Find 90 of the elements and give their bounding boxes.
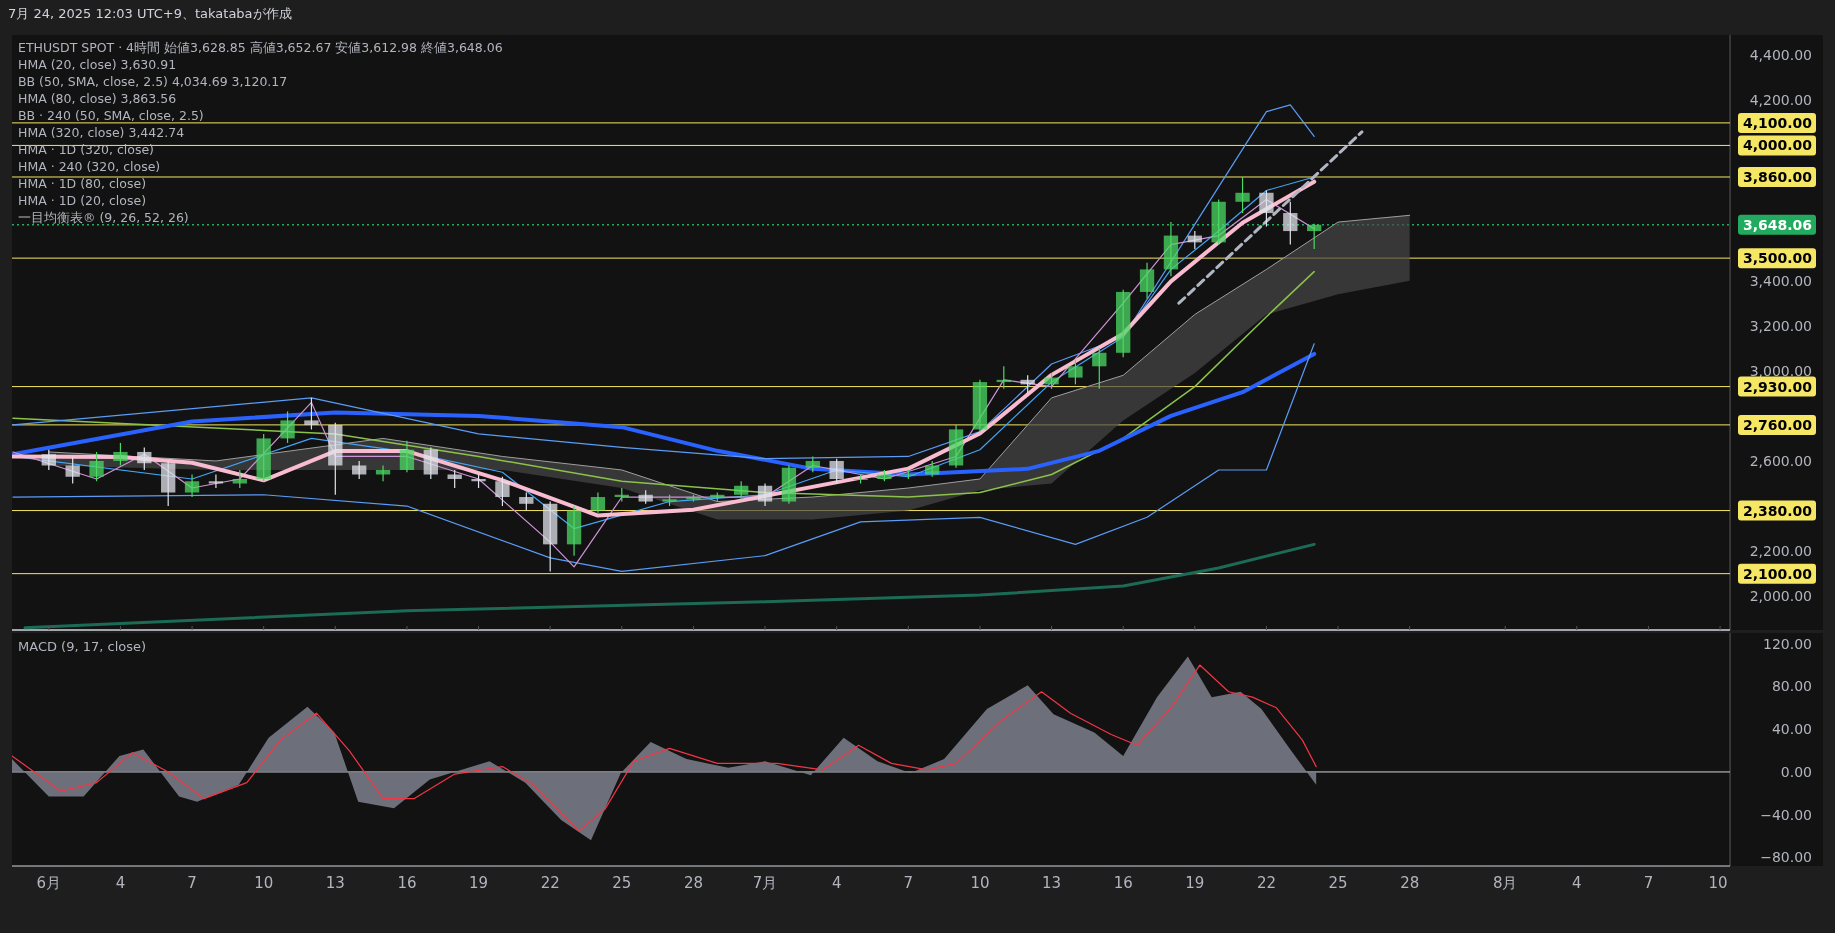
candlestick [829,458,844,485]
annotation: BB · 240 (50, SMA, close, 2.5) [18,108,204,123]
candlestick [1259,189,1274,228]
annotation: HMA (320, close) 3,442.74 [18,125,185,140]
x-tick-label: 10 [254,874,274,892]
y-tick-label: 4,200.00 [1749,92,1812,109]
candlestick [41,449,56,471]
annotation: HMA · 240 (320, close) [18,159,161,174]
y-tick-label: 3,000.00 [1749,362,1812,379]
line-series [12,343,1315,572]
y-tick-label: 4,400.00 [1749,47,1812,64]
y-tick-label: 3,200.00 [1749,317,1812,334]
annotation: HMA · 1D (320, close) [18,142,154,157]
x-tick-label: 7 [903,874,914,892]
x-tick-label: 28 [683,874,703,892]
x-tick-label: 22 [1256,874,1276,892]
y-tick-label: 3,400.00 [1749,272,1812,289]
y-tick-label: 2,200.00 [1749,543,1812,560]
ref-line-label: 3,648.06 [1742,216,1812,233]
ref-line-label: 2,930.00 [1742,378,1813,395]
candlestick [89,451,104,482]
x-tick-label: 13 [325,874,345,892]
candlestick [757,482,773,507]
candlestick [304,397,319,431]
x-tick-label: 10 [1708,874,1728,892]
ref-line-label: 3,500.00 [1742,250,1813,267]
candlestick [399,440,415,473]
x-tick-label: 7 [1643,874,1654,892]
x-tick-label: 7 [187,874,197,892]
candlestick [232,469,247,489]
line-series [23,542,1316,630]
y-tick-label: 40.00 [1771,721,1812,738]
y-tick-label: 80.00 [1771,678,1812,695]
y-tick-label: 2,600.00 [1749,452,1812,469]
y-tick-label: 2,000.00 [1749,588,1812,605]
y-tick-label: −80.00 [1760,849,1812,866]
annotation: ETHUSDT SPOT · 4時間 始値3,628.85 高値3,652.67 安値3,612.98 終値3,648.06 [18,40,503,55]
candlestick [184,473,200,498]
x-tick-label: 13 [1042,874,1062,892]
candlestick [1068,358,1083,385]
text: 7月 24, 2025 12:03 UTC+9、takatabaが作成 [8,6,292,21]
ref-line-label: 2,100.00 [1742,565,1813,582]
annotation: HMA (80, close) 3,863.56 [18,91,177,106]
ref-line-label: 4,100.00 [1742,114,1813,131]
x-tick-label: 7月 [752,874,778,892]
candlestick [1307,223,1322,250]
candlestick [208,473,224,489]
x-tick-label: 10 [970,874,990,892]
x-tick-label: 4 [831,874,842,892]
y-tick-label: 120.00 [1763,635,1812,652]
candlestick [1235,176,1250,214]
candlestick [1092,347,1107,390]
x-tick-label: 28 [1400,874,1420,892]
x-tick-label: 4 [1572,874,1582,892]
candlestick [137,446,152,471]
x-tick-label: 22 [540,874,560,892]
y-tick-label: −40.00 [1760,806,1812,823]
ref-line-label: 3,860.00 [1742,168,1813,185]
candlestick [1139,262,1155,300]
text: MACD (9, 17, close) [18,639,147,654]
x-tick-label: 16 [397,874,417,892]
ref-line-label: 4,000.00 [1742,137,1813,154]
candlestick [590,491,606,514]
x-tick-label: 25 [1328,874,1348,892]
annotation: BB (50, SMA, close, 2.5) 4,034.69 3,120.17 [18,74,288,89]
x-tick-label: 25 [612,874,632,892]
candlestick [734,480,749,500]
x-tick-label: 19 [1185,874,1205,892]
line-series [12,351,1317,477]
x-tick-label: 16 [1113,874,1133,892]
ref-line-label: 2,760.00 [1742,416,1813,433]
annotation: HMA · 1D (80, close) [18,176,147,191]
candlestick [495,476,510,507]
candlestick [1283,201,1298,246]
annotation: HMA · 1D (20, close) [18,193,147,208]
candlestick [519,491,534,512]
x-tick-label: 4 [115,874,126,892]
x-tick-label: 8月 [1492,874,1518,892]
line-series [12,104,1315,460]
x-tick-label: 19 [469,874,489,892]
annotation: 一目均衡表® (9, 26, 52, 26) [18,210,189,225]
annotation: HMA (20, close) 3,630.91 [18,57,177,72]
candlestick [352,460,367,480]
ref-line-label: 2,380.00 [1742,502,1813,519]
x-tick-label: 6月 [36,874,62,892]
candlestick [280,410,295,444]
y-tick-label: 0.00 [1780,763,1812,780]
candlestick [65,455,80,485]
candlestick [447,469,462,489]
candlestick [113,442,128,467]
